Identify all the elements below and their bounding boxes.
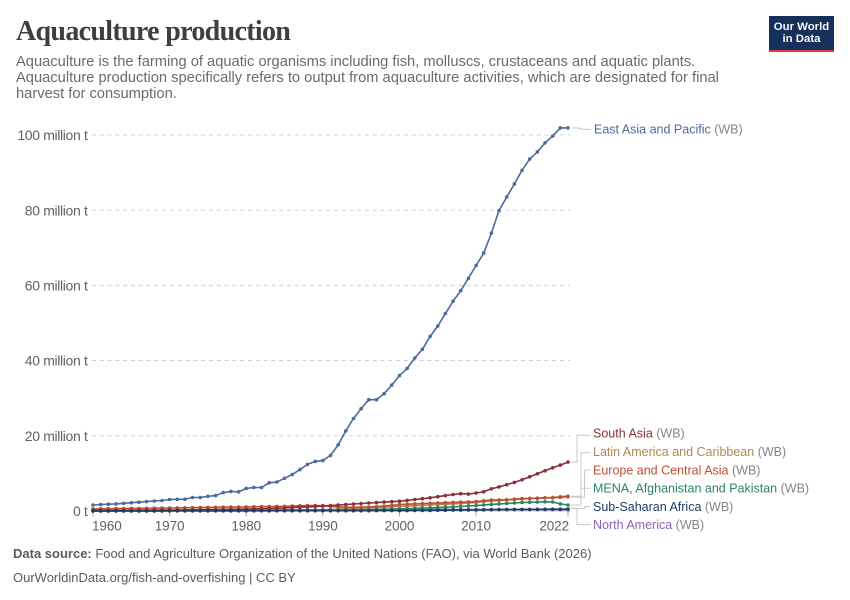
svg-text:20 million t: 20 million t <box>25 428 88 444</box>
svg-text:40 million t: 40 million t <box>25 353 88 369</box>
svg-text:Latin America and Caribbean (W: Latin America and Caribbean (WB) <box>593 445 786 459</box>
svg-text:North America (WB): North America (WB) <box>593 518 704 532</box>
svg-text:1960: 1960 <box>92 518 122 533</box>
svg-text:1980: 1980 <box>231 518 261 533</box>
svg-text:Sub-Saharan Africa (WB): Sub-Saharan Africa (WB) <box>593 500 733 514</box>
svg-text:100 million t: 100 million t <box>17 127 88 143</box>
svg-text:2010: 2010 <box>461 518 491 533</box>
svg-text:0 t: 0 t <box>73 503 88 519</box>
svg-text:60 million t: 60 million t <box>25 278 88 294</box>
svg-text:East Asia and Pacific (WB): East Asia and Pacific (WB) <box>594 123 743 137</box>
svg-text:2000: 2000 <box>385 518 415 533</box>
svg-text:2022: 2022 <box>539 518 569 533</box>
svg-text:South Asia (WB): South Asia (WB) <box>593 427 685 441</box>
svg-text:1970: 1970 <box>155 518 185 533</box>
svg-text:MENA, Afghanistan and Pakistan: MENA, Afghanistan and Pakistan (WB) <box>593 482 809 496</box>
svg-text:Europe and Central Asia (WB): Europe and Central Asia (WB) <box>593 463 760 477</box>
svg-text:1990: 1990 <box>308 518 338 533</box>
svg-text:80 million t: 80 million t <box>25 202 88 218</box>
